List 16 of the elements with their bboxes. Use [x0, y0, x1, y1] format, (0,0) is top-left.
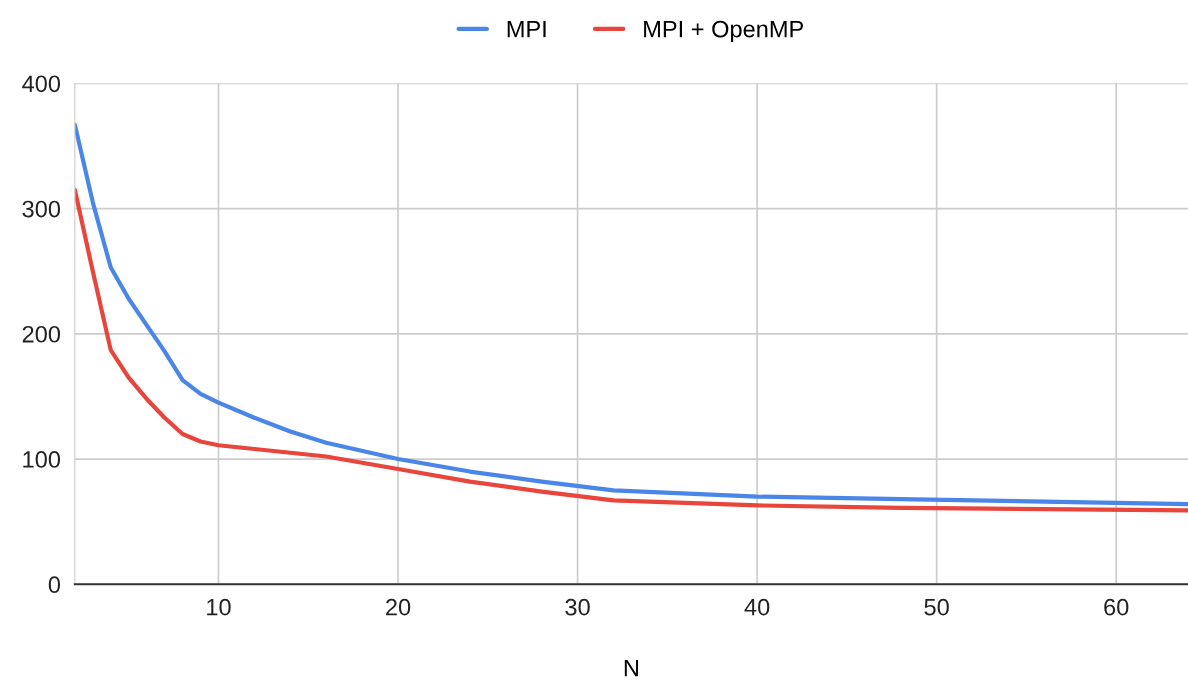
x-axis-title: N — [624, 659, 639, 677]
x-tick-label: 40 — [744, 598, 770, 616]
x-tick-label: 10 — [207, 598, 231, 616]
line-series — [74, 187, 1188, 513]
legend-label: MPI + OpenMP — [644, 20, 804, 43]
y-tick-label: 200 — [22, 325, 61, 343]
x-tick-label: 20 — [386, 598, 411, 616]
x-tick-label: 50 — [924, 598, 949, 616]
y-tick-label: 400 — [22, 75, 61, 93]
y-tick-label: 100 — [23, 451, 61, 468]
legend-label: MPI — [507, 20, 546, 38]
x-tick-label: 30 — [565, 598, 590, 616]
y-tick-label: 0 — [48, 576, 61, 594]
x-tick-label: 60 — [1104, 598, 1129, 616]
line-series — [74, 122, 1188, 507]
y-tick-label: 300 — [22, 200, 61, 218]
